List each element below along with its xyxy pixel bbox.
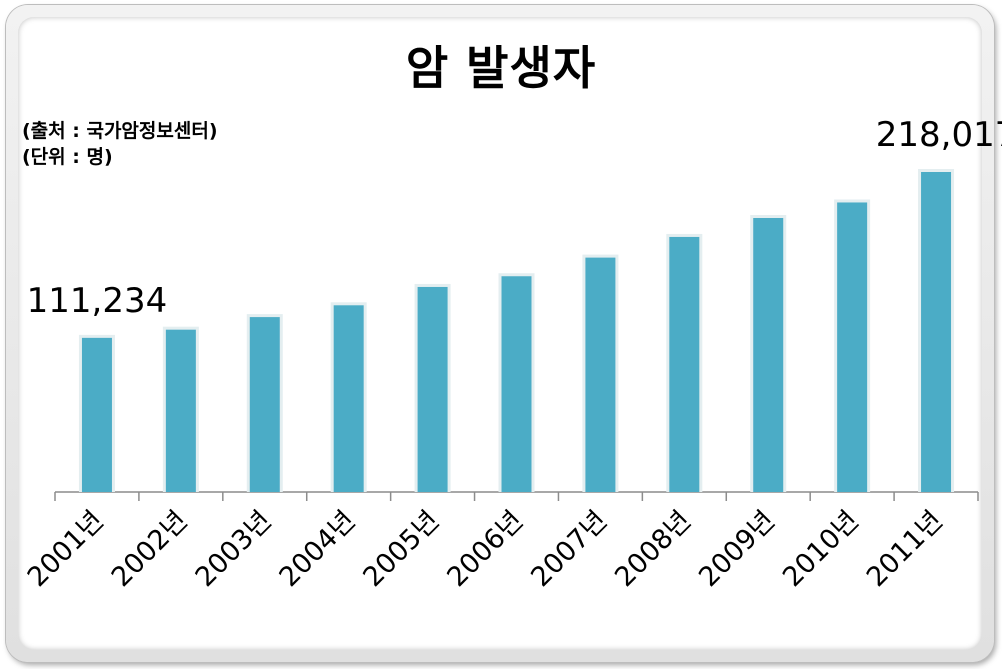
x-tick-label: 2003년	[190, 505, 278, 593]
source-note: (출처 : 국가암정보센터)	[22, 120, 218, 142]
x-tick-label: 2004년	[274, 505, 362, 593]
x-tick-label: 2010년	[777, 505, 865, 593]
chart-title: 암 발생자	[405, 41, 597, 95]
bar-2007년	[585, 257, 616, 492]
bar-2011년	[921, 172, 952, 492]
x-tick-label: 2011년	[861, 505, 949, 593]
bar-2005년	[417, 286, 448, 492]
bar-2009년	[753, 218, 784, 493]
unit-note: (단위 : 명)	[22, 146, 113, 168]
x-tick-label: 2001년	[22, 505, 110, 593]
bar-2010년	[837, 202, 868, 492]
x-tick-label: 2007년	[525, 505, 613, 593]
x-tick-label: 2006년	[441, 505, 529, 593]
x-tick-label: 2008년	[609, 505, 697, 593]
x-tick-label: 2009년	[693, 505, 781, 593]
x-tick-label: 2002년	[106, 505, 194, 593]
x-tick-label: 2005년	[357, 505, 445, 593]
bar-2002년	[165, 329, 196, 492]
bar-2003년	[249, 317, 280, 492]
data-label-last: 218,017	[876, 115, 1002, 155]
bar-2001년	[81, 337, 112, 492]
bar-2004년	[333, 305, 364, 492]
data-label-first: 111,234	[27, 281, 168, 321]
bar-2006년	[501, 276, 532, 492]
bar-2008년	[669, 236, 700, 492]
